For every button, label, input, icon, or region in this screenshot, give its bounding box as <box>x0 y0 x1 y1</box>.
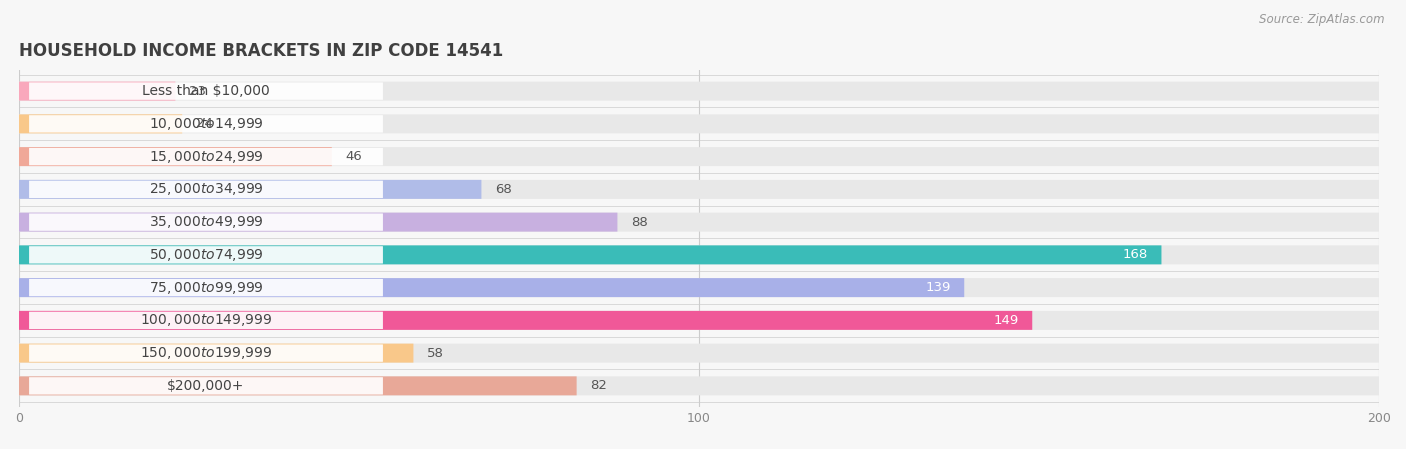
Text: $75,000 to $99,999: $75,000 to $99,999 <box>149 280 263 295</box>
Text: $200,000+: $200,000+ <box>167 379 245 393</box>
Text: 139: 139 <box>925 281 950 294</box>
Text: 23: 23 <box>188 84 207 97</box>
FancyBboxPatch shape <box>20 114 1379 133</box>
FancyBboxPatch shape <box>20 376 576 396</box>
Text: 149: 149 <box>994 314 1018 327</box>
FancyBboxPatch shape <box>30 148 382 165</box>
Text: 168: 168 <box>1122 248 1147 261</box>
FancyBboxPatch shape <box>30 377 382 395</box>
FancyBboxPatch shape <box>30 246 382 264</box>
Text: 46: 46 <box>346 150 363 163</box>
FancyBboxPatch shape <box>20 147 1379 166</box>
FancyBboxPatch shape <box>30 83 382 100</box>
Text: $35,000 to $49,999: $35,000 to $49,999 <box>149 214 263 230</box>
FancyBboxPatch shape <box>20 376 1379 396</box>
Text: $10,000 to $14,999: $10,000 to $14,999 <box>149 116 263 132</box>
FancyBboxPatch shape <box>20 343 413 363</box>
FancyBboxPatch shape <box>20 245 1161 264</box>
Text: $150,000 to $199,999: $150,000 to $199,999 <box>139 345 273 361</box>
Text: $50,000 to $74,999: $50,000 to $74,999 <box>149 247 263 263</box>
FancyBboxPatch shape <box>20 213 617 232</box>
FancyBboxPatch shape <box>20 147 332 166</box>
Text: 68: 68 <box>495 183 512 196</box>
Text: 82: 82 <box>591 379 607 392</box>
FancyBboxPatch shape <box>20 180 481 199</box>
Text: 58: 58 <box>427 347 444 360</box>
FancyBboxPatch shape <box>20 114 183 133</box>
FancyBboxPatch shape <box>30 279 382 296</box>
Text: Source: ZipAtlas.com: Source: ZipAtlas.com <box>1260 13 1385 26</box>
FancyBboxPatch shape <box>20 311 1379 330</box>
Text: 88: 88 <box>631 216 648 229</box>
FancyBboxPatch shape <box>20 82 176 101</box>
FancyBboxPatch shape <box>30 344 382 362</box>
FancyBboxPatch shape <box>20 213 1379 232</box>
FancyBboxPatch shape <box>20 311 1032 330</box>
FancyBboxPatch shape <box>20 278 1379 297</box>
FancyBboxPatch shape <box>20 278 965 297</box>
Text: $15,000 to $24,999: $15,000 to $24,999 <box>149 149 263 165</box>
FancyBboxPatch shape <box>30 213 382 231</box>
Text: $25,000 to $34,999: $25,000 to $34,999 <box>149 181 263 198</box>
FancyBboxPatch shape <box>20 180 1379 199</box>
FancyBboxPatch shape <box>20 82 1379 101</box>
Text: HOUSEHOLD INCOME BRACKETS IN ZIP CODE 14541: HOUSEHOLD INCOME BRACKETS IN ZIP CODE 14… <box>20 42 503 60</box>
FancyBboxPatch shape <box>20 343 1379 363</box>
FancyBboxPatch shape <box>30 180 382 198</box>
FancyBboxPatch shape <box>20 245 1379 264</box>
Text: Less than $10,000: Less than $10,000 <box>142 84 270 98</box>
FancyBboxPatch shape <box>30 115 382 132</box>
Text: 24: 24 <box>195 117 212 130</box>
FancyBboxPatch shape <box>30 312 382 329</box>
Text: $100,000 to $149,999: $100,000 to $149,999 <box>139 313 273 328</box>
